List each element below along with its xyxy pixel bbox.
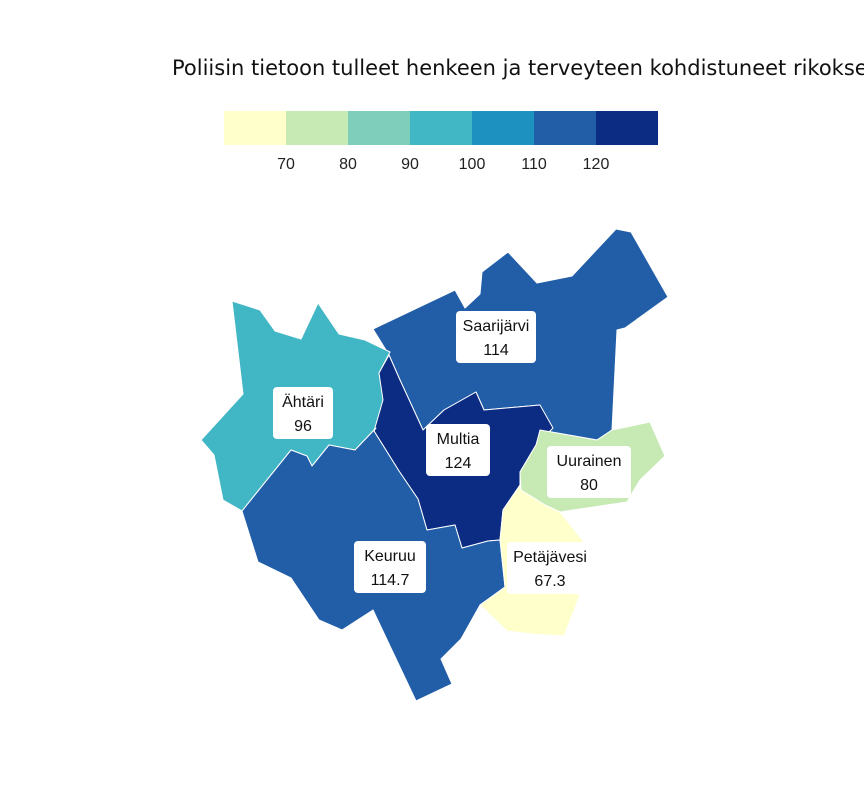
map-title: Poliisin tietoon tulleet henkeen ja terv… xyxy=(172,56,864,80)
legend-tick-label: 90 xyxy=(401,156,419,173)
label-box xyxy=(354,541,426,593)
legend-bin xyxy=(286,111,348,145)
legend-bin xyxy=(534,111,596,145)
region-name: Keuruu xyxy=(364,548,416,565)
legend-bin xyxy=(348,111,410,145)
region-name: Saarijärvi xyxy=(463,318,530,335)
legend-tick-label: 100 xyxy=(459,156,486,173)
region-label-uurainen: Uurainen 80 xyxy=(547,446,631,498)
legend-bin xyxy=(596,111,658,145)
region-value: 114.7 xyxy=(371,572,410,589)
region-name: Multia xyxy=(437,431,480,448)
region-value: 114 xyxy=(483,342,509,359)
label-box xyxy=(426,424,490,476)
label-box xyxy=(456,311,536,363)
legend-tick-label: 70 xyxy=(277,156,295,173)
region-label-saarijarvi: Saarijärvi 114 xyxy=(456,311,536,363)
label-box xyxy=(547,446,631,498)
region-label-keuruu: Keuruu 114.7 xyxy=(354,541,426,593)
region-label-ahtari: Ähtäri 96 xyxy=(273,387,333,439)
label-box xyxy=(273,387,333,439)
region-value: 124 xyxy=(445,455,472,472)
region-name: Uurainen xyxy=(557,453,622,470)
color-legend: 70 80 90 100 110 120 xyxy=(224,111,658,173)
region-name: Ähtäri xyxy=(282,393,324,411)
legend-bin xyxy=(224,111,286,145)
legend-tick-label: 110 xyxy=(521,156,547,173)
region-value: 67.3 xyxy=(534,573,565,590)
legend-tick-label: 120 xyxy=(583,156,610,173)
region-value: 80 xyxy=(580,477,598,494)
region-name: Petäjävesi xyxy=(513,549,587,566)
legend-bin xyxy=(410,111,472,145)
label-box xyxy=(507,542,593,594)
region-label-petajavesi: Petäjävesi 67.3 xyxy=(507,542,593,594)
region-value: 96 xyxy=(294,418,312,435)
legend-bin xyxy=(472,111,534,145)
region-label-multia: Multia 124 xyxy=(426,424,490,476)
legend-tick-label: 80 xyxy=(339,156,357,173)
